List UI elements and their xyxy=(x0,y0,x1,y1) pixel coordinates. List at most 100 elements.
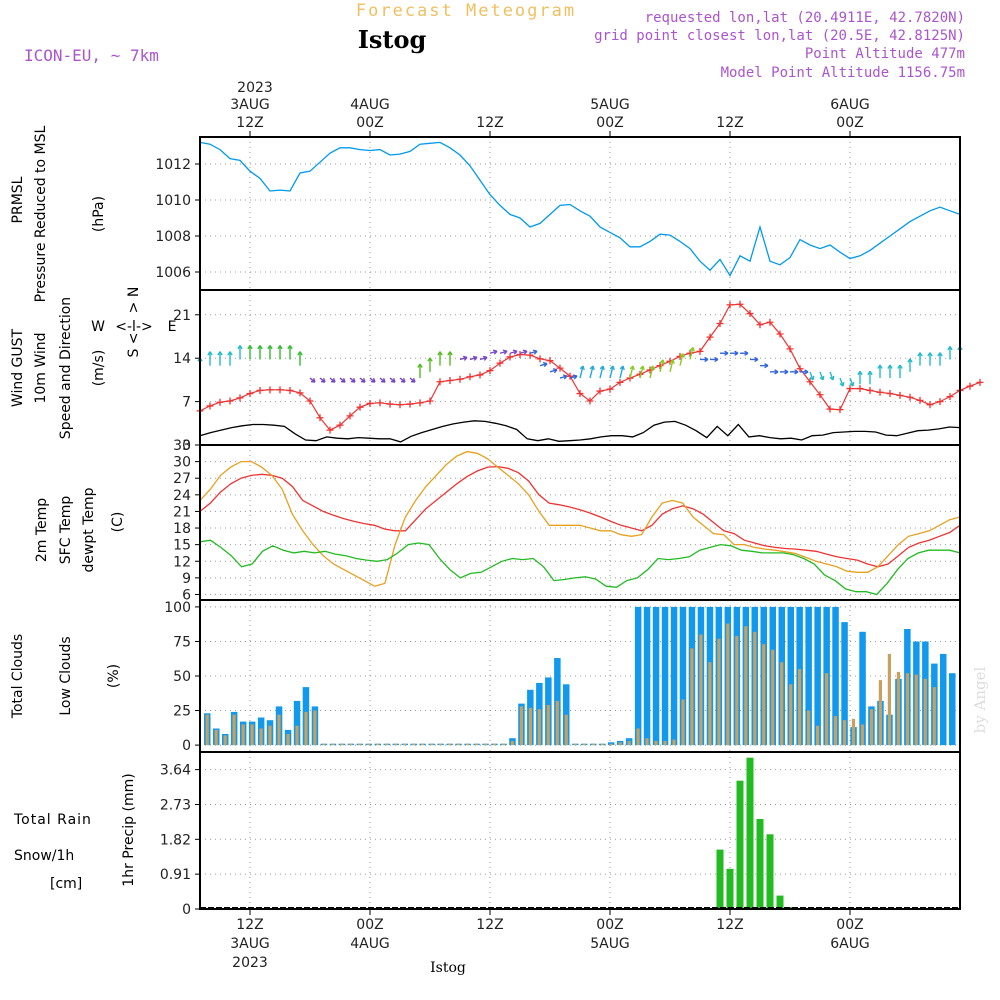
y-tick-label: 50 xyxy=(173,669,191,685)
wind-arrow xyxy=(599,365,604,379)
y-tick-label: 0 xyxy=(182,738,191,754)
gust-point xyxy=(916,396,924,404)
wind-arrow-head xyxy=(320,378,326,383)
point-altitude: Point Altitude 477m xyxy=(805,46,965,62)
top-hour-label: 12Z xyxy=(236,115,263,131)
wind-arrow-head xyxy=(744,350,749,356)
wind-arrow-head xyxy=(649,365,655,371)
top-hour-label: 12Z xyxy=(716,115,743,131)
wind-arrow-head xyxy=(619,365,625,371)
wind-arrow-head xyxy=(927,352,933,357)
y-tick-label: 24 xyxy=(173,488,191,504)
gust-point xyxy=(546,357,554,365)
gust-point xyxy=(796,365,804,373)
temp2m-label: 2m Temp xyxy=(34,498,50,562)
gust-point xyxy=(906,393,914,401)
watermark: by Angel xyxy=(971,666,989,733)
total-cloud-bar xyxy=(661,606,669,746)
product-title: Forecast Meteogram xyxy=(356,1,576,21)
low-cloud-bar xyxy=(501,743,505,746)
wind-arrow-head xyxy=(360,378,366,383)
wind-arrow-head xyxy=(734,350,739,356)
gust-point xyxy=(936,398,944,406)
low-cloud-bar xyxy=(340,743,344,746)
total-cloud-bar xyxy=(787,606,794,746)
bottom-date-label: 5AUG xyxy=(590,936,630,952)
wind-arrow-head xyxy=(689,346,695,352)
sfc-temp-line xyxy=(199,450,961,587)
y-tick-label: 6 xyxy=(182,587,191,603)
gust-point xyxy=(306,397,314,405)
wind-arrow-head xyxy=(512,349,518,355)
wind-arrow-head xyxy=(340,378,346,383)
gust-point xyxy=(366,399,374,407)
wind-arrow-head xyxy=(542,361,548,368)
low-cloud-bar xyxy=(932,687,936,746)
bottom-hour-label: 00Z xyxy=(596,917,623,933)
compass-n: > N xyxy=(126,287,142,314)
gust-point xyxy=(836,406,844,414)
low-cloud-bar xyxy=(349,743,353,746)
gust-point xyxy=(226,397,234,405)
wind-unit: (m/s) xyxy=(91,350,107,387)
rain-bar xyxy=(716,849,724,909)
wind-arrow-head xyxy=(669,359,675,364)
low-cloud-bar xyxy=(735,635,739,746)
low-cloud-bar xyxy=(448,743,452,746)
low-cloud-bar xyxy=(860,724,865,746)
wind-arrow-head xyxy=(724,350,729,356)
low-cloud-bar xyxy=(439,743,443,746)
low-cloud-bar xyxy=(753,631,757,746)
gust-point xyxy=(326,426,334,434)
wind-arrow xyxy=(669,359,674,373)
wind-arrow-head xyxy=(417,363,423,368)
wind-arrow-head xyxy=(492,349,498,355)
top-date-label: 4AUG xyxy=(350,97,390,113)
rain-bar xyxy=(776,895,784,909)
y-tick-label: 3.64 xyxy=(160,763,191,779)
low-cloud-bar xyxy=(546,705,550,746)
top-hour-label: 00Z xyxy=(596,115,623,131)
low-cloud-bar xyxy=(528,707,532,746)
wind-arrow-head xyxy=(714,356,719,363)
gust-point xyxy=(756,321,764,329)
panel-frame xyxy=(199,289,961,446)
wind-arrow-head xyxy=(410,378,416,383)
wind-arrow xyxy=(639,365,644,379)
gust-point xyxy=(726,301,734,309)
wind-arrow-head xyxy=(867,370,873,376)
dewpt-label: dewpt Temp xyxy=(81,487,97,572)
wind-label: 10m Wind xyxy=(33,332,49,403)
low-cloud-bar xyxy=(295,725,299,745)
low-cloud-bar xyxy=(313,710,317,745)
gust-point xyxy=(456,375,464,383)
y-tick-label: 0 xyxy=(182,438,191,454)
top-hour-label: 12Z xyxy=(476,115,503,131)
gust-point xyxy=(716,319,724,327)
gust-point xyxy=(346,412,354,420)
gust-point xyxy=(566,372,574,380)
low-cloud-bar xyxy=(663,740,667,745)
gust-point xyxy=(976,378,984,386)
low-cloud-bar xyxy=(250,724,254,746)
gust-point xyxy=(406,400,414,408)
model-label: ICON-EU, ~ 7km xyxy=(24,46,159,65)
gust-point xyxy=(266,386,274,394)
wind-arrow-head xyxy=(267,345,273,350)
gust-point xyxy=(426,397,434,405)
wind-line xyxy=(199,420,961,443)
low-cloud-bar xyxy=(358,743,362,746)
wind-arrow-head xyxy=(774,369,779,375)
gust-point xyxy=(236,394,244,402)
wind-arrow-head xyxy=(237,345,243,350)
low-cloud-bar xyxy=(600,743,604,746)
snow-label: Snow/1h xyxy=(14,848,74,864)
top-hour-label: 00Z xyxy=(356,115,383,131)
bottom-date-label: 4AUG xyxy=(350,936,390,952)
compass-s: S < xyxy=(126,332,142,357)
wind-arrow-head xyxy=(754,356,759,363)
y-tick-label: 0 xyxy=(182,902,191,918)
low-cloud-bar xyxy=(869,709,874,746)
low-cloud-bar xyxy=(798,669,802,746)
